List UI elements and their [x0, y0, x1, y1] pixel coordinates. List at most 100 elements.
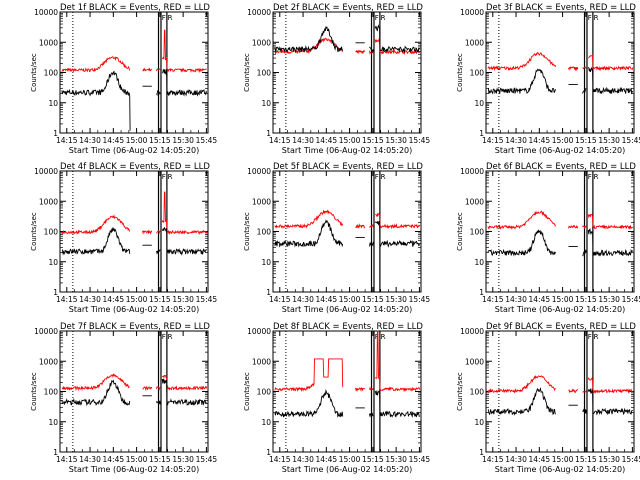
x-tick-label: 15:45 [622, 136, 640, 145]
x-axis-label: Start Time (06-Aug-02 14:05:20) [495, 305, 626, 314]
x-tick-label: 15:30 [172, 455, 194, 464]
flag-marker-label: F [375, 333, 379, 341]
lld-series-line [369, 386, 374, 391]
y-tick-label: 100 [470, 388, 485, 397]
x-tick-label: 15:45 [409, 136, 431, 145]
panel-title: Det 1f BLACK = Events, RED = LLD [60, 3, 210, 13]
y-tick-label: 1000 [465, 38, 484, 47]
x-tick-label: 15:45 [622, 455, 640, 464]
x-tick-label: 14:30 [505, 455, 527, 464]
x-tick-label: 15:45 [196, 136, 218, 145]
y-tick-label: 1 [479, 129, 484, 138]
y-tick-label: 100 [257, 388, 272, 397]
x-tick-label: 15:15 [149, 455, 171, 464]
x-tick-label: 14:45 [103, 295, 125, 304]
x-tick-label: 14:45 [103, 136, 125, 145]
x-tick-label: 15:15 [149, 136, 171, 145]
lld-series-line [274, 209, 344, 230]
x-tick-label: 15:30 [598, 295, 620, 304]
plot-frame [485, 11, 635, 134]
plot-frame [272, 330, 422, 453]
y-tick-label: 10000 [34, 167, 58, 176]
y-axis-label: Counts/sec [243, 212, 251, 251]
x-tick-label: 15:30 [385, 295, 407, 304]
y-tick-label: 1000 [252, 197, 271, 206]
x-tick-label: 14:45 [529, 455, 551, 464]
flag-marker-label: F [588, 333, 592, 341]
x-tick-label: 15:00 [552, 455, 574, 464]
y-tick-label: 10 [48, 418, 58, 427]
flag-marker-label: R [381, 14, 386, 22]
y-tick-label: 10 [261, 99, 271, 108]
y-tick-label: 1000 [465, 357, 484, 366]
x-tick-label: 15:30 [385, 455, 407, 464]
events-series-line [61, 227, 131, 256]
panel-det-3: Det 3f BLACK = Events, RED = LLD 1 10 100 10… [456, 3, 640, 155]
lld-series-line [587, 376, 633, 394]
panel-title: Det 3f BLACK = Events, RED = LLD [486, 3, 636, 13]
x-tick-label: 15:45 [196, 295, 218, 304]
y-tick-label: 10000 [34, 327, 58, 336]
x-tick-label: 15:00 [339, 136, 361, 145]
events-series-line [369, 241, 374, 247]
panel-det-4: Det 4f BLACK = Events, RED = LLD 1 10 100 10… [30, 162, 217, 314]
y-tick-label: 1000 [252, 357, 271, 366]
y-tick-label: 10 [474, 99, 484, 108]
x-axis-label: Start Time (06-Aug-02 14:05:20) [69, 146, 200, 155]
flag-marker-label: F [162, 14, 166, 22]
events-series-line [161, 378, 207, 406]
y-tick-label: 10 [261, 258, 271, 267]
flag-marker-label: F [375, 14, 379, 22]
y-tick-label: 1 [266, 288, 271, 297]
events-series-line [156, 90, 161, 97]
x-tick-label: 15:15 [575, 136, 597, 145]
x-tick-label: 15:00 [126, 295, 148, 304]
y-tick-label: 10000 [247, 167, 271, 176]
y-tick-label: 1 [53, 288, 58, 297]
lld-series-line [588, 54, 634, 71]
x-tick-label: 14:45 [529, 136, 551, 145]
plot-frame [59, 11, 209, 134]
flag-marker-label: F [162, 333, 166, 341]
lld-series-line [369, 223, 374, 228]
y-axis-label: Counts/sec [243, 372, 251, 411]
lld-series-line [355, 49, 366, 55]
lld-series-line [487, 375, 556, 394]
x-tick-label: 15:45 [409, 295, 431, 304]
panel-title: Det 2f BLACK = Events, RED = LLD [273, 3, 423, 13]
x-tick-label: 14:15 [56, 295, 78, 304]
events-series-line [487, 387, 556, 416]
x-tick-label: 15:30 [172, 136, 194, 145]
x-axis-label: Start Time (06-Aug-02 14:05:20) [282, 146, 413, 155]
x-tick-label: 14:45 [316, 455, 338, 464]
events-series-line [487, 229, 557, 257]
x-tick-label: 15:15 [362, 136, 384, 145]
lld-series-line [156, 386, 161, 392]
lld-series-line [142, 67, 153, 72]
flag-marker-label: R [168, 173, 173, 181]
x-tick-label: 15:00 [552, 295, 574, 304]
x-axis-label: Start Time (06-Aug-02 14:05:20) [69, 465, 200, 474]
y-tick-label: 100 [44, 69, 59, 78]
events-series-line [587, 228, 634, 257]
y-tick-label: 100 [470, 228, 485, 237]
x-tick-label: 15:45 [196, 455, 218, 464]
y-tick-label: 10000 [460, 8, 484, 17]
y-tick-label: 1 [479, 288, 484, 297]
lld-series-line [374, 330, 421, 393]
panel-det-8: Det 8f BLACK = Events, RED = LLD 1 10 100 10… [243, 322, 430, 474]
y-tick-label: 10000 [34, 8, 58, 17]
x-axis-label: Start Time (06-Aug-02 14:05:20) [282, 465, 413, 474]
lld-series-line [568, 224, 579, 229]
x-axis-label: Start Time (06-Aug-02 14:05:20) [69, 305, 200, 314]
x-tick-label: 15:15 [362, 295, 384, 304]
x-tick-label: 14:45 [316, 136, 338, 145]
y-tick-label: 100 [257, 228, 272, 237]
lld-series-line [161, 191, 208, 236]
x-tick-label: 15:30 [598, 455, 620, 464]
lld-series-line [161, 29, 207, 74]
lld-series-line [487, 51, 557, 72]
x-tick-label: 14:45 [316, 295, 338, 304]
panel-det-6: Det 6f BLACK = Events, RED = LLD 1 10 100 10… [456, 162, 640, 314]
